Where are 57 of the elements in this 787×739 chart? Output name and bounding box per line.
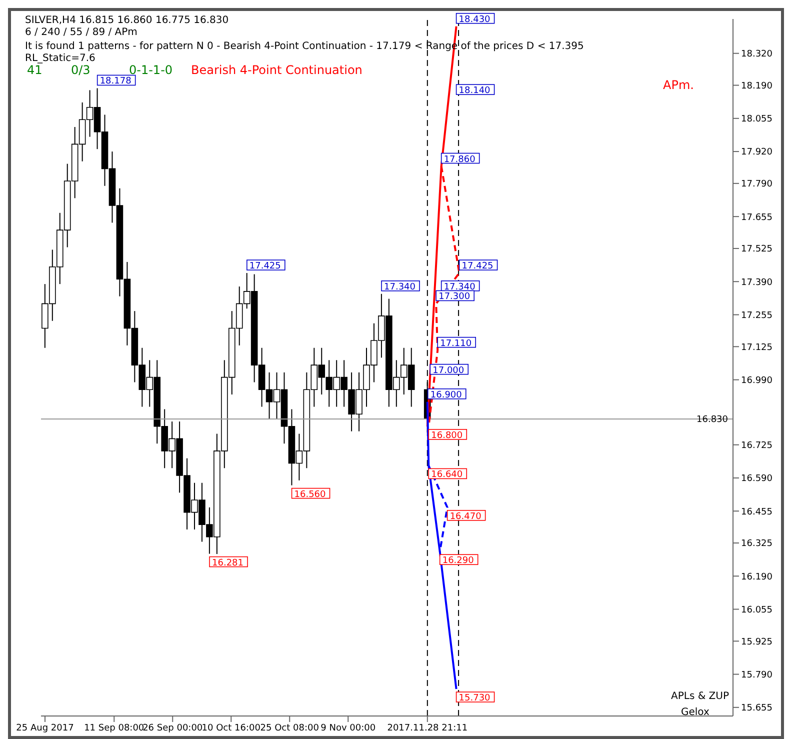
annotation: 16.290 (442, 556, 474, 566)
y-tick-label: 16.055 (741, 605, 772, 616)
x-tick-label: 26 Sep 00:00 (142, 723, 203, 734)
x-tick-label: 9 Nov 00:00 (320, 723, 376, 734)
y-tick-label: 15.655 (741, 704, 772, 714)
y-tick-label: 17.525 (741, 244, 772, 255)
y-tick-label: 16.455 (741, 507, 772, 518)
x-tick-label: 25 Aug 2017 (16, 723, 74, 734)
annotation: Gelox (681, 707, 710, 718)
annotation: 17.000 (432, 366, 464, 376)
annotation: 17.860 (444, 154, 476, 165)
y-tick-label: 16.725 (741, 441, 772, 452)
y-tick-label: 16.190 (741, 572, 773, 582)
text: 6 / 240 / 55 / 89 / APm (25, 27, 138, 38)
x-tick-label: 11 Sep 08:00 (84, 723, 144, 734)
annotation: APm. (663, 78, 694, 92)
annotation: 16.560 (294, 490, 326, 500)
y-tick-label: 16.325 (741, 539, 772, 550)
y-tick-label: 17.790 (741, 180, 773, 190)
annotation: 16.800 (431, 430, 463, 441)
annotation: 17.340 (384, 282, 416, 292)
x-tick-label: 10 Oct 16:00 (202, 723, 261, 734)
annotation: 16.281 (212, 558, 244, 568)
y-tick-label: 18.190 (741, 81, 773, 92)
y-tick-label: 17.390 (741, 278, 773, 288)
annotation: 41 (27, 63, 42, 78)
annotation: 16.640 (431, 470, 463, 480)
y-tick-label: 17.655 (741, 212, 772, 223)
y-tick-label: 17.255 (741, 310, 772, 321)
y-tick-label: 16.990 (741, 376, 773, 386)
annotation: 17.340 (444, 282, 476, 292)
annotation: 0/3 (71, 63, 90, 78)
chart-title: SILVER,H4 16.815 16.860 16.775 16.830 (25, 15, 229, 26)
x-tick-label: 2017.11.28 21:11 (387, 723, 468, 734)
annotation: 18.140 (458, 86, 491, 96)
y-tick-label: 15.925 (741, 637, 772, 648)
annotation: 15.730 (458, 694, 491, 704)
annotation: 16.900 (430, 390, 462, 400)
y-tick-label: 16.590 (741, 474, 773, 484)
annotation: RL_Static=7.6 (25, 53, 96, 64)
annotation: 17.300 (438, 292, 470, 302)
y-tick-label: 18.320 (741, 50, 773, 60)
y-tick-label: 18.055 (741, 114, 772, 125)
annotation: 18.430 (458, 14, 491, 25)
annotation: 17.425 (249, 262, 281, 272)
annotation: APLs & ZUP (671, 691, 730, 702)
annotation: 16.470 (450, 512, 482, 522)
x-tick-label: 25 Oct 08:00 (260, 723, 320, 734)
y-tick-label: 17.125 (741, 342, 772, 353)
y-tick-label: 17.920 (741, 148, 773, 158)
annotation: 18.178 (100, 76, 132, 87)
annotation: Bearish 4-Point Continuation (191, 63, 362, 78)
ref-line-label: 16.830 (696, 415, 728, 426)
annotation: 17.110 (440, 338, 472, 349)
annotation: 0-1-1-0 (129, 63, 173, 77)
annotation: 17.425 (462, 262, 494, 272)
y-tick-label: 15.790 (741, 670, 773, 680)
